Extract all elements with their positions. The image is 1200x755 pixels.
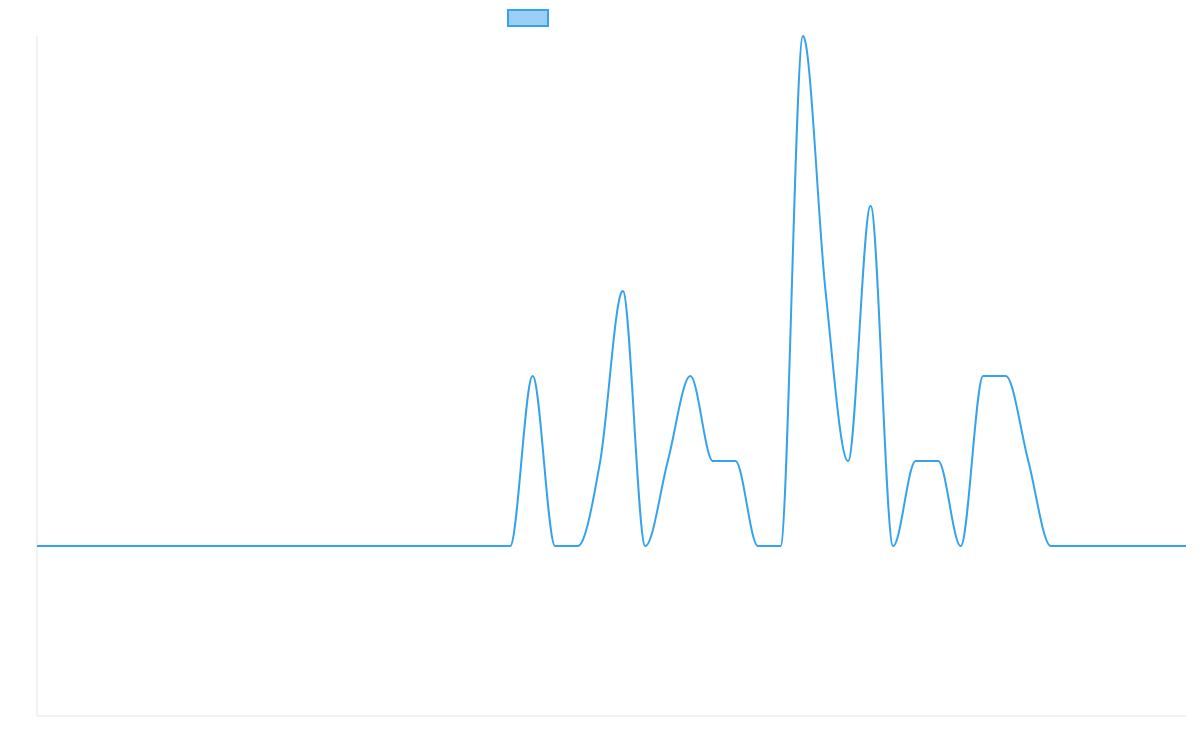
data-point[interactable] [755,543,761,549]
data-point[interactable] [394,543,400,549]
data-point[interactable] [800,33,806,39]
data-point[interactable] [620,288,626,294]
data-point[interactable] [732,458,738,464]
data-point[interactable] [79,543,85,549]
data-point[interactable] [1003,373,1009,379]
data-point[interactable] [327,543,333,549]
axes [36,36,1186,717]
data-point[interactable] [485,543,491,549]
data-point[interactable] [507,543,513,549]
data-point[interactable] [642,543,648,549]
data-point[interactable] [913,458,919,464]
data-point[interactable] [597,458,603,464]
data-point[interactable] [575,543,581,549]
data-point[interactable] [169,543,175,549]
data-point[interactable] [259,543,265,549]
data-point[interactable] [845,458,851,464]
data-point[interactable] [417,543,423,549]
data-point[interactable] [349,543,355,549]
data-point[interactable] [57,543,63,549]
legend[interactable] [507,9,549,27]
data-point[interactable] [440,543,446,549]
data-point[interactable] [282,543,288,549]
data-point[interactable] [823,288,829,294]
data-point[interactable] [147,543,153,549]
data-point[interactable] [237,543,243,549]
data-point[interactable] [980,373,986,379]
data-point[interactable] [102,543,108,549]
data-point[interactable] [1183,543,1189,549]
data-point[interactable] [192,543,198,549]
data-point[interactable] [868,203,874,209]
data-point[interactable] [1093,543,1099,549]
data-point[interactable] [372,543,378,549]
data-point[interactable] [1025,458,1031,464]
data-point[interactable] [687,373,693,379]
data-point[interactable] [34,543,40,549]
data-point[interactable] [530,373,536,379]
data-point[interactable] [1115,543,1121,549]
data-point[interactable] [1070,543,1076,549]
data-point[interactable] [214,543,220,549]
series-layer [34,33,1189,549]
data-point[interactable] [124,543,130,549]
data-point[interactable] [1160,543,1166,549]
data-point[interactable] [665,458,671,464]
legend-swatch[interactable] [507,9,549,27]
data-point[interactable] [462,543,468,549]
data-point[interactable] [1138,543,1144,549]
data-point[interactable] [935,458,941,464]
series-line-0 [37,35,1186,547]
data-point[interactable] [1048,543,1054,549]
data-point[interactable] [710,458,716,464]
data-point[interactable] [890,543,896,549]
data-point[interactable] [304,543,310,549]
data-point[interactable] [777,543,783,549]
data-point[interactable] [552,543,558,549]
data-point[interactable] [958,543,964,549]
